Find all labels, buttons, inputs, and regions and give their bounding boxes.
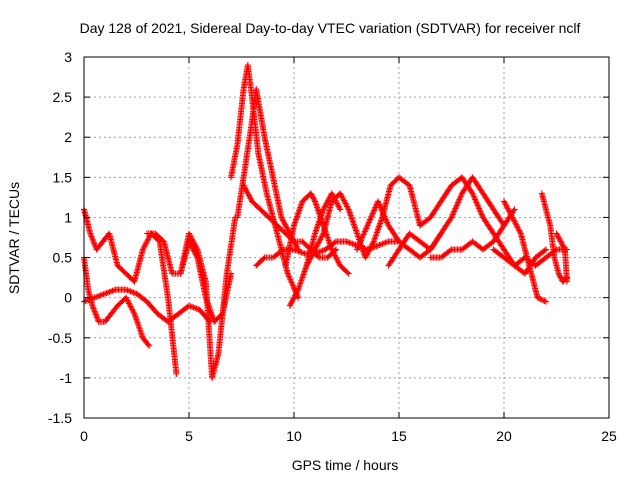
data-series-s16 xyxy=(427,206,518,261)
x-tick-label: 15 xyxy=(391,428,407,444)
data-series-s6 xyxy=(228,62,302,301)
plot-frame xyxy=(83,56,610,419)
y-tick-label: 1 xyxy=(64,209,72,225)
x-tick-label: 20 xyxy=(496,428,512,444)
data-series-s19 xyxy=(538,190,570,285)
data-series-s12 xyxy=(286,190,344,309)
y-tick-label: 1.5 xyxy=(53,169,73,185)
y-tick-label: -1 xyxy=(60,370,73,386)
y-axis-label: SDTVAR / TECUs xyxy=(6,182,22,294)
data-series-s20 xyxy=(553,230,570,285)
data-series-s9 xyxy=(253,238,402,269)
x-axis-label: GPS time / hours xyxy=(292,457,399,473)
x-tick-label: 25 xyxy=(601,428,617,444)
x-tick-label: 10 xyxy=(286,428,302,444)
y-tick-label: 2 xyxy=(64,129,72,145)
y-tick-label: -1.5 xyxy=(48,410,72,426)
y-tick-label: -0.5 xyxy=(48,330,72,346)
data-points xyxy=(81,62,570,381)
data-series-s7 xyxy=(234,86,302,253)
data-series-s5 xyxy=(177,214,239,381)
y-tick-label: 3 xyxy=(64,49,72,65)
y-tick-label: 2.5 xyxy=(53,89,73,105)
y-tick-label: 0 xyxy=(64,290,72,306)
x-tick-label: 0 xyxy=(80,428,88,444)
x-tick-label: 5 xyxy=(185,428,193,444)
axis-ticks xyxy=(83,56,610,419)
data-series-s18 xyxy=(501,198,549,305)
y-tick-label: 0.5 xyxy=(53,250,73,266)
chart-title: Day 128 of 2021, Sidereal Day-to-day VTE… xyxy=(80,20,581,36)
